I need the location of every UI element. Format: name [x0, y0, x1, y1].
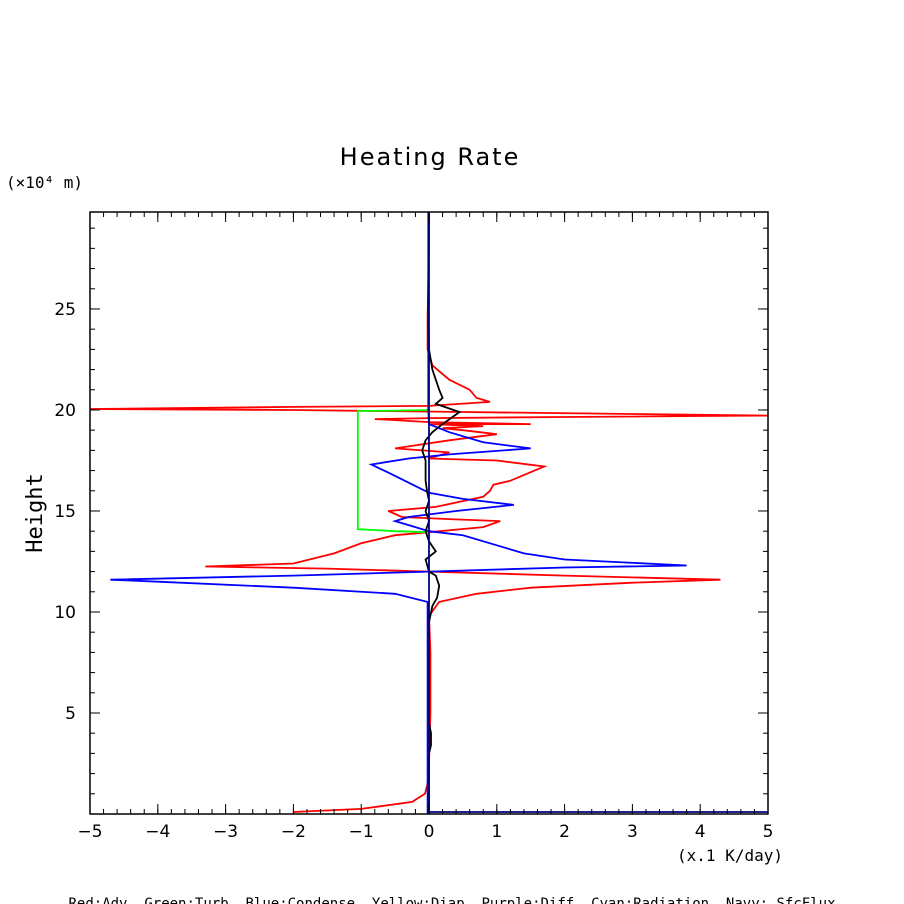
series-layer: [89, 211, 769, 814]
chart-title: Heating Rate: [340, 143, 521, 171]
series-line-condense: [110, 212, 687, 814]
y-tick-label: 10: [54, 603, 76, 623]
y-tick-label: 15: [54, 502, 76, 522]
x-tick-label: 0: [424, 822, 435, 842]
x-tick-label: −2: [281, 822, 306, 842]
series-line-other: [421, 211, 462, 814]
y-unit-label: (×10⁴ m): [6, 173, 83, 192]
x-tick-label: −1: [349, 822, 374, 842]
x-tick-label: −3: [213, 822, 238, 842]
x-unit-label: (x.1 K/day): [677, 846, 783, 865]
y-tick-label: 20: [54, 401, 76, 421]
y-tick-label: 5: [65, 704, 76, 724]
y-axis-label: Height: [23, 473, 48, 552]
x-tick-label: 5: [763, 822, 774, 842]
series-line-turb: [356, 409, 430, 534]
plot-frame: [89, 211, 769, 815]
x-tick-label: 1: [491, 822, 502, 842]
x-tick-label: −5: [77, 822, 102, 842]
x-tick-label: 3: [627, 822, 638, 842]
y-tick-label: 25: [54, 300, 76, 320]
x-tick-label: −4: [145, 822, 170, 842]
x-tick-label: 2: [559, 822, 570, 842]
x-tick-label: 4: [695, 822, 706, 842]
legend-text: Red:Adv, Green:Turb, Blue:Condense, Yell…: [68, 896, 835, 904]
